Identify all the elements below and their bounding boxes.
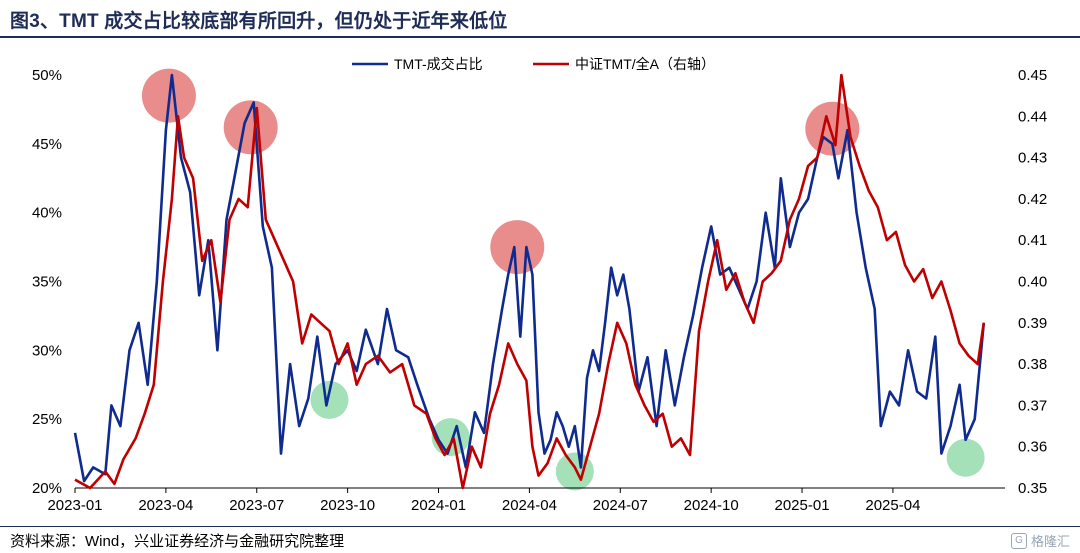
highlight-circle-green [310, 380, 349, 419]
watermark: G 格隆汇 [1010, 531, 1070, 550]
highlight-circle-green [946, 438, 985, 477]
y-left-tick-label: 45% [32, 136, 62, 153]
highlight-circle-red [490, 220, 545, 275]
y-left-tick-label: 20% [32, 480, 62, 497]
x-tick-label: 2025-04 [865, 497, 920, 514]
chart-title: 图3、TMT 成交占比较底部有所回升，但仍处于近年来低位 [10, 11, 508, 32]
y-right-tick-label: 0.39 [1018, 315, 1047, 332]
footer-divider [0, 526, 1080, 527]
watermark-text: 格隆汇 [1030, 534, 1070, 549]
watermark-logo-icon: G [1010, 532, 1027, 549]
x-tick-label: 2023-01 [47, 497, 102, 514]
title-divider [0, 36, 1080, 38]
x-tick-label: 2025-01 [775, 497, 830, 514]
y-right-tick-label: 0.45 [1018, 67, 1047, 84]
x-tick-label: 2024-07 [593, 497, 648, 514]
y-left-tick-label: 40% [32, 205, 62, 222]
x-tick-label: 2024-01 [411, 497, 466, 514]
y-left-tick-label: 35% [32, 274, 62, 291]
x-tick-label: 2023-04 [138, 497, 193, 514]
y-right-tick-label: 0.36 [1018, 439, 1047, 456]
y-right-tick-label: 0.43 [1018, 150, 1047, 167]
x-tick-label: 2024-04 [502, 497, 557, 514]
y-left-tick-label: 30% [32, 342, 62, 359]
y-right-tick-label: 0.35 [1018, 480, 1047, 497]
y-right-tick-label: 0.42 [1018, 191, 1047, 208]
y-right-tick-label: 0.41 [1018, 232, 1047, 249]
series-line-tmt-share [73, 73, 986, 483]
legend-label: 中证TMT/全A（右轴） [575, 56, 715, 72]
x-tick-label: 2024-10 [684, 497, 739, 514]
series-line-tmt-ratio [74, 73, 986, 490]
source-note: 资料来源：Wind，兴业证券经济与金融研究院整理 [10, 533, 345, 550]
legend-label: TMT-成交占比 [394, 56, 483, 72]
y-left-tick-label: 50% [32, 67, 62, 84]
y-right-tick-label: 0.38 [1018, 356, 1047, 373]
axes-layer: 2023-01 2023-04 2023-07 2023-10 2024-01 2024-… [32, 67, 1047, 514]
series-layer [73, 73, 986, 490]
y-right-tick-label: 0.37 [1018, 397, 1047, 414]
highlight-circle-green [555, 452, 594, 491]
x-tick-label: 2023-07 [229, 497, 284, 514]
highlight-circle-red [223, 100, 278, 155]
y-right-tick-label: 0.40 [1018, 274, 1047, 291]
legend: TMT-成交占比 中证TMT/全A（右轴） [352, 56, 715, 72]
y-right-tick-label: 0.44 [1018, 108, 1047, 125]
y-left-tick-label: 25% [32, 411, 62, 428]
x-tick-label: 2023-10 [320, 497, 375, 514]
